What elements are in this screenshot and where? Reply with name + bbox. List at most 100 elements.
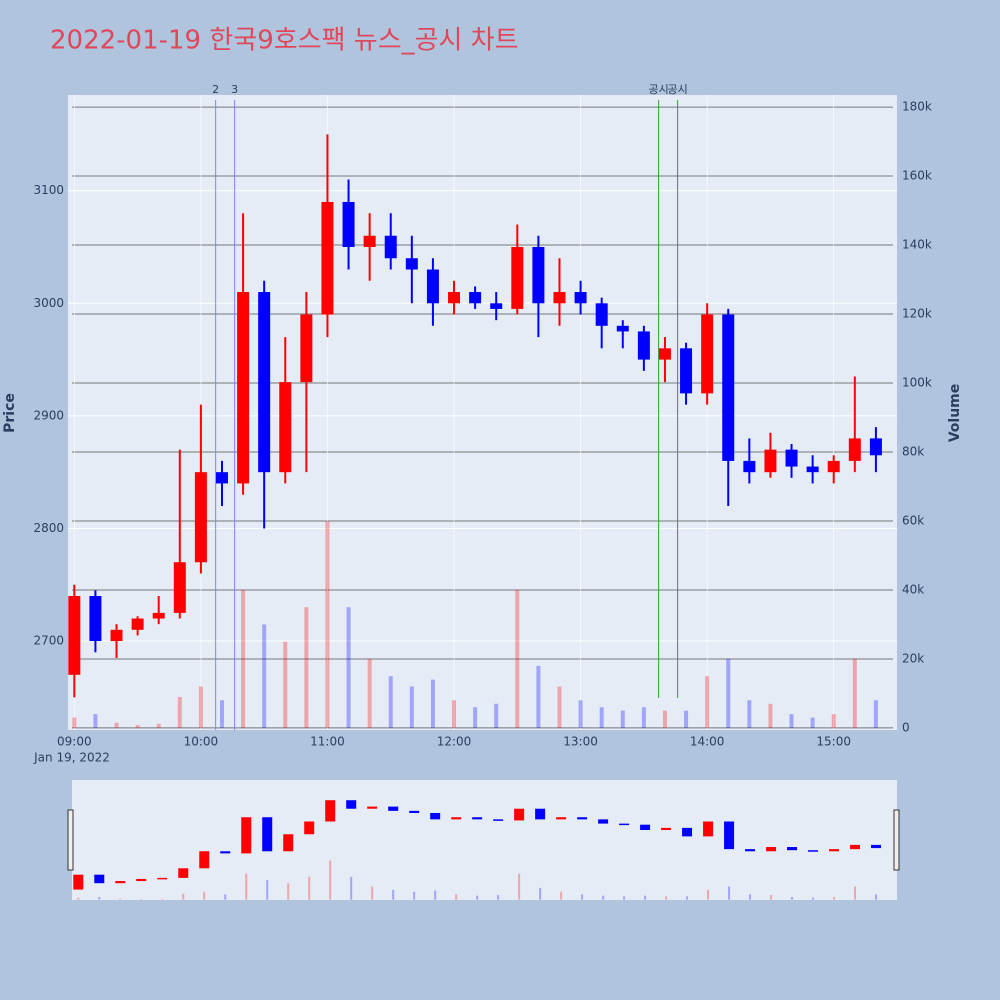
annotation-label: 2 (212, 83, 219, 96)
volume-bar (304, 607, 309, 728)
x-tick-label: 13:00 (563, 735, 598, 749)
slider-volume (644, 895, 647, 900)
volume-bar (283, 641, 288, 728)
candle-body (258, 292, 271, 473)
plot-area (68, 95, 897, 730)
y2-tick-label: 60k (902, 513, 924, 527)
volume-bar (198, 686, 203, 728)
slider-candle (409, 810, 420, 813)
volume-bar (367, 658, 372, 728)
slider-candle (157, 877, 168, 880)
candle-body (405, 258, 418, 270)
candle-body (806, 466, 819, 473)
candle-body (658, 348, 671, 360)
slider-candle (367, 806, 378, 809)
candle-body (173, 562, 186, 613)
annotation-label: 3 (231, 83, 238, 96)
volume-bar (684, 710, 689, 728)
volume-bar (536, 665, 541, 728)
x-tick-label: 10:00 (184, 735, 219, 749)
slider-candle (304, 821, 315, 835)
y-tick-label: 3100 (33, 183, 64, 197)
slider-candle (556, 817, 567, 820)
y2-tick-label: 40k (902, 582, 924, 596)
slider-volume (833, 897, 836, 900)
slider-volume (98, 897, 101, 900)
candle-body (300, 314, 313, 383)
candle-body (785, 449, 798, 467)
slider-volume (623, 896, 626, 900)
volume-bar (705, 676, 710, 728)
volume-bar (831, 714, 836, 728)
y-tick-label: 2700 (33, 634, 64, 648)
volume-bar (557, 686, 562, 728)
volume-bar (177, 696, 182, 728)
volume-bar (726, 658, 731, 728)
candle-body (342, 201, 355, 247)
slider-volume (476, 895, 479, 900)
slider-candle (535, 808, 546, 820)
slider-candle (115, 881, 126, 884)
candle-body (321, 201, 334, 315)
x-tick-label: 12:00 (437, 735, 472, 749)
slider-volume (434, 890, 437, 900)
volume-bar (641, 707, 646, 728)
volume-bar (262, 624, 267, 728)
volume-bar (599, 707, 604, 728)
slider-candle (577, 817, 588, 820)
slider-candle (199, 851, 210, 869)
volume-bar (662, 710, 667, 728)
volume-bar (241, 589, 246, 728)
slider-volume (665, 896, 668, 900)
slider-volume (497, 895, 500, 900)
slider-volume (455, 894, 458, 900)
y-tick-label: 2900 (33, 408, 64, 422)
volume-bar (747, 700, 752, 728)
slider-volume (266, 880, 269, 900)
slider-handle[interactable] (67, 809, 74, 871)
slider-volume (518, 873, 521, 900)
slider-volume (413, 891, 416, 900)
slider-candle (787, 847, 798, 851)
slider-candle (619, 823, 630, 826)
slider-candle (850, 844, 861, 850)
candle-body (511, 246, 524, 309)
volume-bar (873, 700, 878, 728)
slider-handle[interactable] (893, 809, 900, 871)
candle-body (827, 460, 840, 473)
candle-body (237, 292, 250, 484)
candle-body (532, 246, 545, 304)
volume-bar (72, 717, 77, 728)
slider-volume (77, 897, 80, 900)
volume-bar (388, 676, 393, 728)
slider-volume (686, 896, 689, 900)
volume-bar (135, 725, 140, 728)
slider-volume (203, 891, 206, 900)
candle-body (68, 596, 81, 675)
volume-bar (810, 717, 815, 728)
slider-candle (430, 812, 441, 820)
candle-body (469, 292, 482, 304)
volume-bar (852, 658, 857, 728)
slider-candle (871, 844, 882, 849)
slider-volume (308, 876, 311, 900)
y2-axis-title: Volume (947, 384, 963, 443)
candle-body (553, 292, 566, 304)
x-date-label: Jan 19, 2022 (33, 751, 110, 765)
slider-candle (262, 817, 273, 852)
slider-volume (140, 899, 143, 900)
volume-bar (768, 703, 773, 728)
candle-body (680, 348, 693, 394)
slider-candle (388, 806, 399, 811)
x-tick-label: 14:00 (690, 735, 725, 749)
range-slider[interactable] (72, 780, 897, 900)
candle-body (152, 612, 165, 619)
slider-candle (682, 827, 693, 837)
slider-volume (770, 895, 773, 900)
y2-tick-label: 100k (902, 376, 932, 390)
volume-bar (114, 722, 119, 728)
candle-body (194, 472, 207, 563)
candle-body (574, 292, 587, 304)
candle-body (448, 292, 461, 304)
